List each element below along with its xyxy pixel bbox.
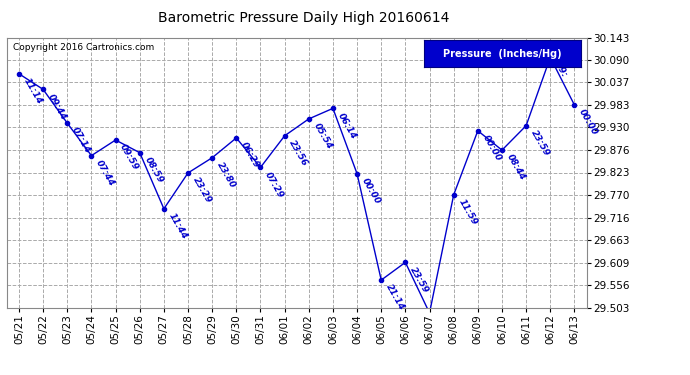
Text: 23:29: 23:29 [191,176,213,205]
Text: 08:44: 08:44 [505,153,527,182]
Text: 23:59: 23:59 [529,129,551,158]
Text: 21:14: 21:14 [384,283,406,312]
Text: 11:44: 11:44 [167,211,189,241]
Text: 11:14: 11:14 [22,76,44,106]
Text: 09:44: 09:44 [46,92,68,122]
Text: Copyright 2016 Cartronics.com: Copyright 2016 Cartronics.com [12,43,154,52]
Text: 09:: 09: [553,60,569,79]
Text: 05:54: 05:54 [312,122,334,151]
Text: 00:00: 00:00 [578,108,600,137]
Text: 09:59: 09:59 [119,143,141,172]
Text: 08:59: 08:59 [143,156,165,185]
Text: 11:59: 11:59 [457,198,479,227]
Text: 23:59: 23:59 [408,265,431,294]
Text: 23:56: 23:56 [288,139,310,168]
Text: Barometric Pressure Daily High 20160614: Barometric Pressure Daily High 20160614 [158,11,449,25]
Text: 00:00: 00:00 [360,177,382,206]
Text: 23:59: 23:59 [0,374,1,375]
Text: 07:14: 07:14 [70,126,92,155]
Text: 00:00: 00:00 [481,134,503,163]
Text: 07:29: 07:29 [264,170,286,200]
Text: 07:44: 07:44 [95,158,117,188]
Text: 06:14: 06:14 [336,111,358,141]
Text: 23:80: 23:80 [215,160,237,190]
Text: 06:29: 06:29 [239,141,262,170]
